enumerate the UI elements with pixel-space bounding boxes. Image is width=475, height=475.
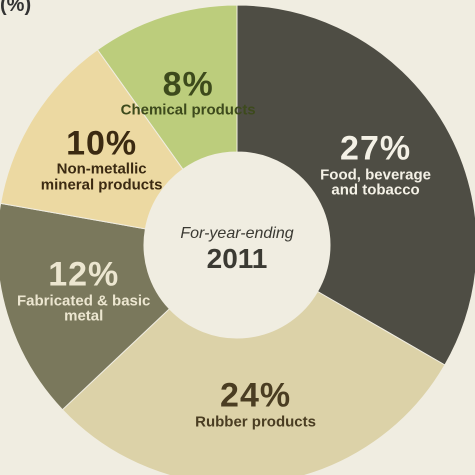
- value-label: 12%: [48, 255, 120, 294]
- value-label: 27%: [340, 129, 412, 168]
- segment-label: 12% Fabricated & basic metal: [14, 257, 154, 324]
- center-year: 2011: [206, 243, 268, 274]
- segment-label: 27% Food, beverage and tobacco: [306, 131, 446, 198]
- category-label: Rubber products: [195, 412, 316, 430]
- donut-hole: [144, 152, 330, 338]
- segment-label: 10% Non-metallic mineral products: [32, 124, 172, 194]
- center-label: For-year-ending 2011: [180, 225, 293, 275]
- category-label: Chemical products: [120, 101, 256, 119]
- category-label: Food, beverage and tobacco: [320, 166, 431, 199]
- center-caption: For-year-ending: [180, 225, 294, 242]
- segment-label: 24% Rubber products: [186, 376, 326, 430]
- category-label: Fabricated & basic metal: [17, 291, 151, 325]
- value-label: 24%: [220, 376, 292, 415]
- value-label: 8%: [162, 64, 214, 103]
- unit-label: (%): [0, 0, 32, 16]
- value-label: 10%: [66, 124, 138, 163]
- category-label: Non-metallic mineral products: [40, 160, 163, 194]
- segment-label: 8% Chemical products: [118, 64, 258, 119]
